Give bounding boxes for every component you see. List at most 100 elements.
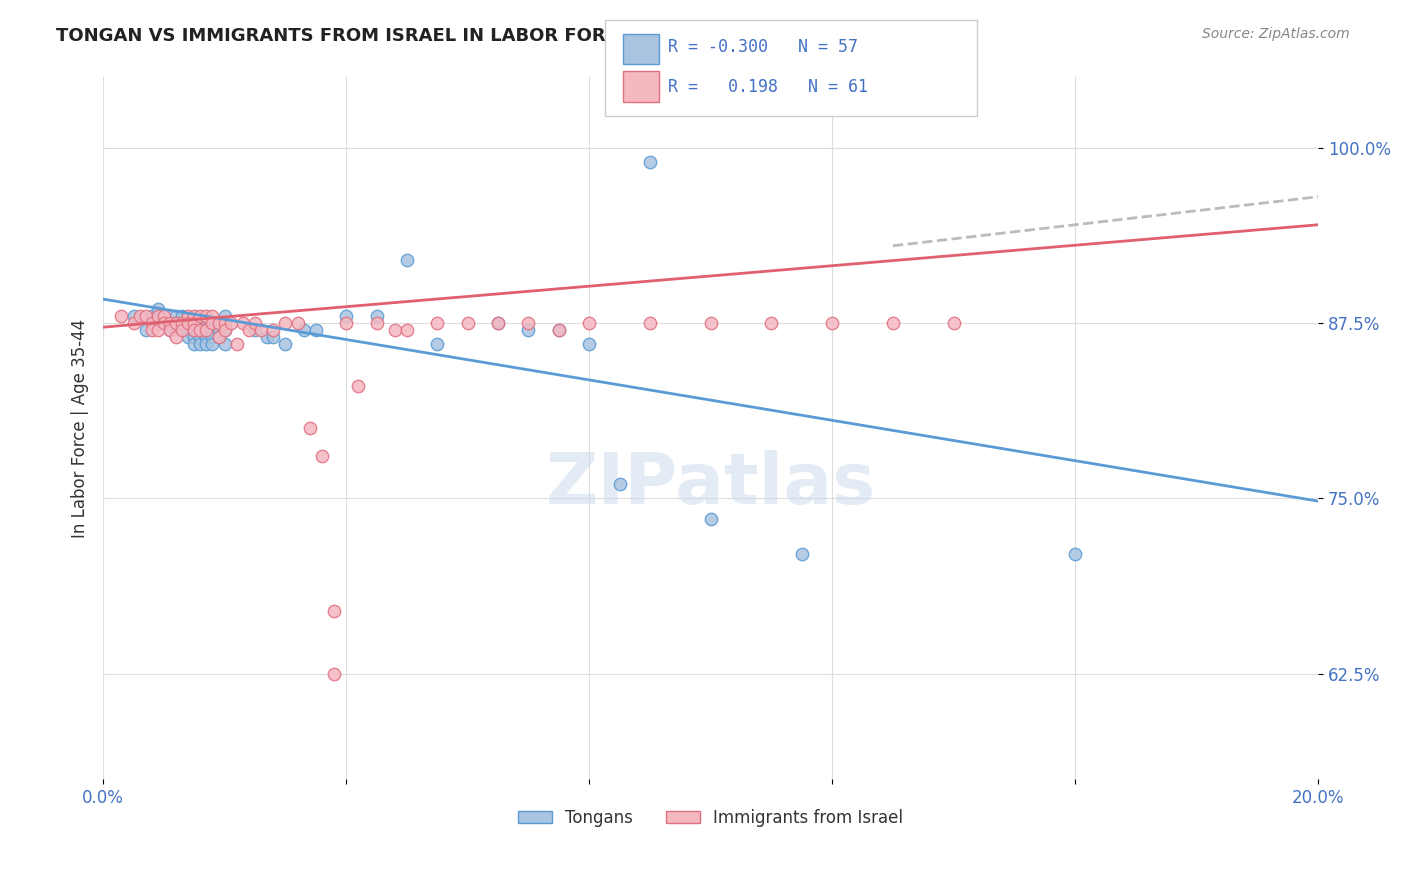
Point bbox=[207, 316, 229, 330]
Point bbox=[172, 316, 194, 330]
Point bbox=[225, 337, 247, 351]
Point bbox=[195, 330, 218, 344]
Point bbox=[172, 323, 194, 337]
Point bbox=[159, 316, 181, 330]
Point bbox=[287, 316, 309, 330]
Point bbox=[323, 666, 346, 681]
Point bbox=[790, 548, 813, 562]
Point bbox=[395, 252, 418, 267]
Point bbox=[395, 323, 418, 337]
Point bbox=[141, 309, 163, 323]
Point bbox=[699, 512, 721, 526]
Point bbox=[201, 323, 224, 337]
Point bbox=[195, 316, 218, 330]
Point bbox=[547, 323, 569, 337]
Point bbox=[207, 330, 229, 344]
Point bbox=[110, 309, 132, 323]
Point bbox=[821, 316, 844, 330]
Point bbox=[699, 316, 721, 330]
Point bbox=[165, 309, 187, 323]
Point bbox=[262, 330, 284, 344]
Point bbox=[274, 316, 297, 330]
Point bbox=[122, 316, 145, 330]
Point bbox=[323, 603, 346, 617]
Point bbox=[146, 301, 169, 316]
Point bbox=[195, 323, 218, 337]
Point bbox=[188, 330, 211, 344]
Point bbox=[141, 323, 163, 337]
Point bbox=[188, 316, 211, 330]
Point bbox=[486, 316, 509, 330]
Y-axis label: In Labor Force | Age 35-44: In Labor Force | Age 35-44 bbox=[72, 318, 89, 538]
Point bbox=[153, 316, 176, 330]
Point bbox=[214, 323, 236, 337]
Point bbox=[135, 323, 157, 337]
Point bbox=[195, 337, 218, 351]
Point bbox=[201, 330, 224, 344]
Point bbox=[214, 337, 236, 351]
Point bbox=[457, 316, 479, 330]
Point bbox=[183, 323, 205, 337]
Point bbox=[214, 323, 236, 337]
Point bbox=[243, 316, 266, 330]
Point bbox=[201, 316, 224, 330]
Point bbox=[274, 337, 297, 351]
Point bbox=[188, 309, 211, 323]
Point bbox=[578, 316, 600, 330]
Point bbox=[177, 323, 200, 337]
Point bbox=[207, 316, 229, 330]
Point bbox=[207, 330, 229, 344]
Point bbox=[638, 316, 661, 330]
Point bbox=[201, 309, 224, 323]
Point bbox=[172, 309, 194, 323]
Point bbox=[311, 449, 333, 463]
Legend: Tongans, Immigrants from Israel: Tongans, Immigrants from Israel bbox=[512, 803, 910, 834]
Point bbox=[188, 323, 211, 337]
Text: TONGAN VS IMMIGRANTS FROM ISRAEL IN LABOR FORCE | AGE 35-44 CORRELATION CHART: TONGAN VS IMMIGRANTS FROM ISRAEL IN LABO… bbox=[56, 27, 977, 45]
Point bbox=[517, 323, 540, 337]
Text: R = -0.300   N = 57: R = -0.300 N = 57 bbox=[668, 38, 858, 56]
Point bbox=[201, 337, 224, 351]
Point bbox=[153, 316, 176, 330]
Point bbox=[256, 330, 278, 344]
Point bbox=[384, 323, 406, 337]
Point bbox=[122, 309, 145, 323]
Point bbox=[305, 323, 328, 337]
Text: Source: ZipAtlas.com: Source: ZipAtlas.com bbox=[1202, 27, 1350, 41]
Point bbox=[517, 316, 540, 330]
Point bbox=[1064, 548, 1087, 562]
Text: ZIPatlas: ZIPatlas bbox=[546, 450, 876, 519]
Point bbox=[146, 323, 169, 337]
Point bbox=[609, 477, 631, 491]
Point bbox=[347, 379, 370, 393]
Point bbox=[172, 323, 194, 337]
Point bbox=[177, 316, 200, 330]
Point bbox=[165, 330, 187, 344]
Point bbox=[153, 309, 176, 323]
Point bbox=[232, 316, 254, 330]
Point bbox=[177, 309, 200, 323]
Point bbox=[486, 316, 509, 330]
Point bbox=[298, 421, 321, 435]
Point bbox=[214, 316, 236, 330]
Point bbox=[135, 309, 157, 323]
Point bbox=[335, 309, 357, 323]
Point bbox=[183, 309, 205, 323]
Point bbox=[159, 316, 181, 330]
Point bbox=[207, 323, 229, 337]
Point bbox=[426, 316, 449, 330]
Point bbox=[183, 316, 205, 330]
Point bbox=[426, 337, 449, 351]
Point bbox=[165, 316, 187, 330]
Point bbox=[172, 316, 194, 330]
Point bbox=[165, 316, 187, 330]
Point bbox=[238, 323, 260, 337]
Point bbox=[547, 323, 569, 337]
Point bbox=[262, 323, 284, 337]
Point bbox=[882, 316, 904, 330]
Point bbox=[578, 337, 600, 351]
Point bbox=[183, 316, 205, 330]
Point bbox=[146, 309, 169, 323]
Text: R =   0.198   N = 61: R = 0.198 N = 61 bbox=[668, 78, 868, 95]
Point bbox=[195, 309, 218, 323]
